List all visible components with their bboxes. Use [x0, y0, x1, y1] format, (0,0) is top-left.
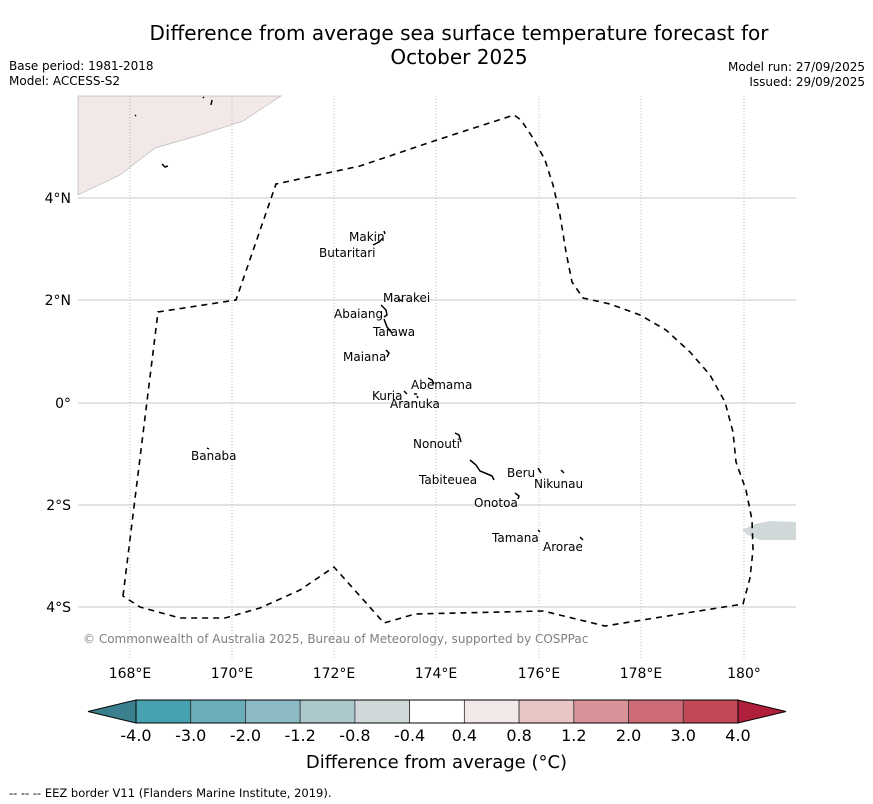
colorbar-segment [463, 699, 520, 724]
island-aranuka [414, 393, 419, 399]
island-tarawa [383, 318, 393, 334]
meta-right: Model run: 27/09/2025 Issued: 29/09/2025 [728, 60, 865, 90]
colorbar-tick-label: 2.0 [616, 726, 641, 745]
lon-tick-labels: 168°E 170°E 172°E 174°E 176°E 178°E 180° [109, 666, 761, 682]
colorbar-tick-label: 3.0 [671, 726, 696, 745]
meta-left: Base period: 1981-2018 Model: ACCESS-S2 [9, 59, 154, 89]
lat-tick-2s: 2°S [46, 498, 71, 514]
colorbar-tick-label: -0.4 [394, 726, 425, 745]
colorbar-tick-label: -0.8 [339, 726, 370, 745]
base-period: Base period: 1981-2018 [9, 59, 154, 73]
title-line-2: October 2025 [390, 45, 528, 69]
colorbar-tick-label: -4.0 [120, 726, 151, 745]
label-aranuka: Aranuka [390, 397, 440, 411]
label-tarawa: Tarawa [372, 325, 415, 339]
colorbar-segment [245, 699, 301, 724]
island-banaba [206, 447, 210, 450]
land-area-northwest [77, 95, 283, 196]
model-run: Model run: 27/09/2025 [727, 60, 865, 74]
label-beru: Beru [507, 466, 535, 480]
cool-anomaly-patch [742, 521, 796, 540]
model-name: Model: ACCESS-S2 [9, 74, 121, 88]
label-butaritari: Butaritari [319, 246, 376, 260]
label-banaba: Banaba [191, 449, 237, 463]
island-nikunau [560, 469, 565, 474]
colorbar-segment [518, 699, 575, 724]
colorbar-tick-label: -2.0 [230, 726, 261, 745]
colorbar-segment [573, 699, 629, 724]
label-marakei: Marakei [383, 291, 430, 305]
colorbar-tick-label: 0.4 [452, 726, 477, 745]
island-kuria [403, 390, 408, 395]
island-butaritari [372, 237, 384, 246]
colorbar-tick-label: -3.0 [175, 726, 206, 745]
island-abemama [427, 377, 435, 385]
colorbar-segment [682, 699, 739, 724]
gridlines [129, 96, 745, 660]
island-onotoa [514, 492, 520, 500]
island-tamana [537, 529, 541, 533]
label-abaiang: Abaiang [334, 307, 383, 321]
label-abemama: Abemama [411, 378, 472, 392]
colorbar-tick-label: 0.8 [506, 726, 531, 745]
lon-tick-180: 180° [727, 666, 761, 682]
label-kuria: Kuria [372, 389, 403, 403]
colorbar-tick-label: 4.0 [725, 726, 750, 745]
island-labels: Makin Butaritari Marakei Abaiang Tarawa … [191, 230, 583, 554]
label-nikunau: Nikunau [534, 477, 583, 491]
island-marakei [397, 298, 403, 302]
colorbar-tick-label: -1.2 [285, 726, 316, 745]
title-line-1: Difference from average sea surface temp… [149, 21, 769, 45]
island-tabiteuea [469, 459, 495, 481]
colorbar-segment [190, 699, 246, 724]
lat-tick-4n: 4°N [45, 191, 71, 207]
colorbar-tick-label: 1.2 [561, 726, 586, 745]
island-arorae [579, 536, 584, 541]
lon-tick-174: 174°E [415, 666, 458, 682]
island-beru [537, 467, 542, 474]
colorbar-segment [135, 699, 192, 724]
label-makin: Makin [349, 230, 385, 244]
colorbar-extend-low [87, 699, 137, 724]
label-tamana: Tamana [491, 531, 539, 545]
map-title: Difference from average sea surface temp… [0, 21, 873, 69]
lon-tick-176: 176°E [518, 666, 561, 682]
lat-tick-4s: 4°S [46, 600, 71, 616]
label-arorae: Arorae [543, 540, 583, 554]
colorbar-outline [135, 699, 739, 724]
label-onotoa: Onotoa [474, 496, 518, 510]
lon-tick-168: 168°E [109, 666, 152, 682]
colorbar-segment [409, 699, 465, 724]
colorbar-label: Difference from average (°C) [305, 752, 568, 773]
lat-tick-2n: 2°N [45, 293, 71, 309]
label-nonouti: Nonouti [413, 437, 460, 451]
lon-tick-178: 178°E [620, 666, 663, 682]
lat-tick-labels: 4°N 2°N 0° 2°S 4°S [45, 191, 72, 616]
island-abaiang [380, 304, 388, 318]
colorbar-segment [299, 699, 356, 724]
island-shapes [134, 96, 584, 541]
eez-footnote: -- -- -- EEZ border V11 (Flanders Marine… [9, 786, 332, 800]
lat-gridlines [78, 197, 796, 608]
islet-north-1 [134, 114, 137, 117]
island-maiana [385, 349, 390, 358]
lat-tick-0: 0° [55, 396, 71, 412]
lon-tick-172: 172°E [313, 666, 356, 682]
label-maiana: Maiana [343, 350, 386, 364]
islet-north-2 [202, 96, 213, 106]
copyright-credit: © Commonwealth of Australia 2025, Bureau… [83, 632, 589, 646]
issued-date: Issued: 29/09/2025 [749, 75, 865, 89]
eez-border [122, 114, 754, 627]
colorbar-segment [354, 699, 411, 724]
lon-tick-170: 170°E [211, 666, 254, 682]
label-tabiteuea: Tabiteuea [418, 473, 477, 487]
islet-north-3 [161, 163, 169, 168]
island-nonouti [454, 432, 462, 443]
island-makin [383, 230, 386, 235]
colorbar: -4.0 -3.0 -2.0 -1.2 -0.8 -0.4 0.4 0.8 1.2 2.0 3.0 4… [87, 699, 787, 745]
colorbar-extend-high [737, 699, 787, 724]
colorbar-segment [628, 699, 684, 724]
